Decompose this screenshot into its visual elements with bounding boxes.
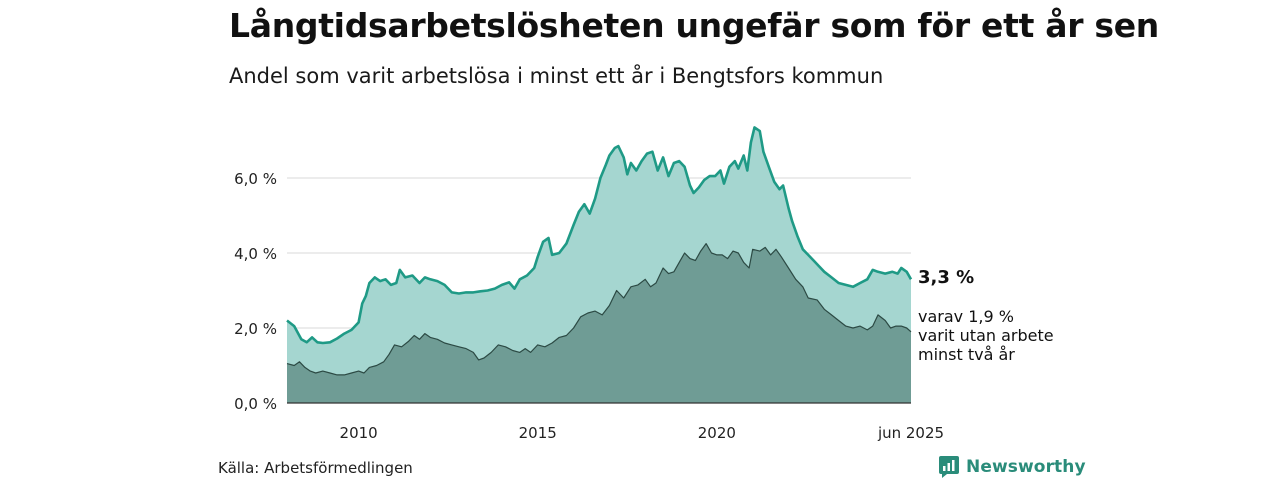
x-axis-ticks: 2010 2015 2020 jun 2025 [340,424,945,442]
long-term-end-label-line: varav 1,9 % [918,307,1014,326]
newsworthy-logo-icon [939,456,959,478]
y-tick-label: 0,0 % [234,395,277,413]
x-tick-label: jun 2025 [877,424,944,442]
total-series-line [286,126,913,345]
y-tick-label: 4,0 % [234,245,277,263]
long-term-series-line [286,243,912,376]
source-note: Källa: Arbetsförmedlingen [218,459,413,477]
x-tick-label: 2015 [519,424,557,442]
long-term-area-fill [287,243,911,403]
brand-logo: Newsworthy [939,456,1086,478]
x-tick-label: 2020 [698,424,736,442]
long-term-end-label-line: minst två år [918,345,1015,364]
x-tick-label: 2010 [340,424,378,442]
chart-subtitle: Andel som varit arbetslösa i minst ett å… [229,64,884,88]
brand-name: Newsworthy [966,457,1086,477]
y-tick-label: 6,0 % [234,170,277,188]
total-end-label: 3,3 % [918,267,974,288]
y-tick-label: 2,0 % [234,320,277,338]
y-axis-ticks: 0,0 % 2,0 % 4,0 % 6,0 % [234,170,277,413]
chart-title: Långtidsarbetslösheten ungefär som för e… [229,6,1159,45]
long-term-end-label-line: varit utan arbete [918,326,1054,345]
